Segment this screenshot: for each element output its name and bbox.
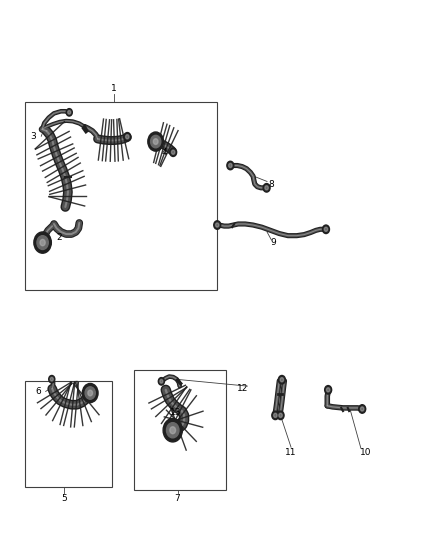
Circle shape (272, 411, 279, 419)
Circle shape (82, 383, 98, 402)
Circle shape (166, 423, 179, 438)
Circle shape (151, 135, 161, 148)
Circle shape (170, 148, 177, 157)
Circle shape (280, 377, 284, 382)
Text: 9: 9 (271, 238, 276, 247)
Circle shape (229, 164, 232, 167)
Circle shape (126, 135, 129, 139)
Circle shape (158, 377, 164, 385)
Circle shape (85, 387, 95, 399)
Circle shape (171, 150, 175, 155)
Circle shape (68, 110, 71, 114)
Circle shape (325, 385, 332, 394)
Bar (25, 102, 217, 290)
Circle shape (160, 379, 163, 383)
Circle shape (50, 377, 53, 381)
Text: 11: 11 (285, 448, 297, 457)
Circle shape (66, 109, 72, 116)
Circle shape (170, 427, 176, 434)
Bar (134, 370, 226, 490)
Circle shape (37, 236, 48, 249)
Circle shape (326, 387, 330, 392)
Circle shape (40, 239, 45, 246)
Circle shape (34, 232, 51, 253)
Circle shape (215, 223, 219, 227)
Circle shape (163, 418, 182, 442)
Circle shape (214, 221, 221, 229)
Text: 1: 1 (111, 84, 117, 93)
Circle shape (148, 132, 163, 151)
Circle shape (274, 413, 277, 417)
Text: 8: 8 (268, 180, 274, 189)
Text: 12: 12 (237, 384, 249, 393)
Circle shape (279, 413, 283, 417)
Circle shape (279, 375, 286, 384)
Text: 10: 10 (360, 448, 371, 457)
Circle shape (49, 375, 55, 383)
Circle shape (322, 225, 329, 233)
Circle shape (277, 411, 284, 419)
Text: 2: 2 (57, 233, 63, 242)
Circle shape (153, 139, 158, 144)
Text: 13: 13 (170, 408, 181, 417)
Text: 5: 5 (61, 494, 67, 503)
Circle shape (265, 185, 268, 190)
Bar (25, 381, 112, 487)
Circle shape (324, 227, 328, 231)
Circle shape (263, 183, 270, 192)
Circle shape (359, 405, 366, 413)
Text: 4: 4 (162, 148, 167, 157)
Text: 6: 6 (35, 387, 41, 396)
Text: 7: 7 (175, 494, 180, 503)
Circle shape (124, 133, 131, 141)
Circle shape (88, 390, 92, 396)
Text: 3: 3 (31, 132, 36, 141)
Circle shape (360, 407, 364, 411)
Circle shape (227, 161, 234, 169)
